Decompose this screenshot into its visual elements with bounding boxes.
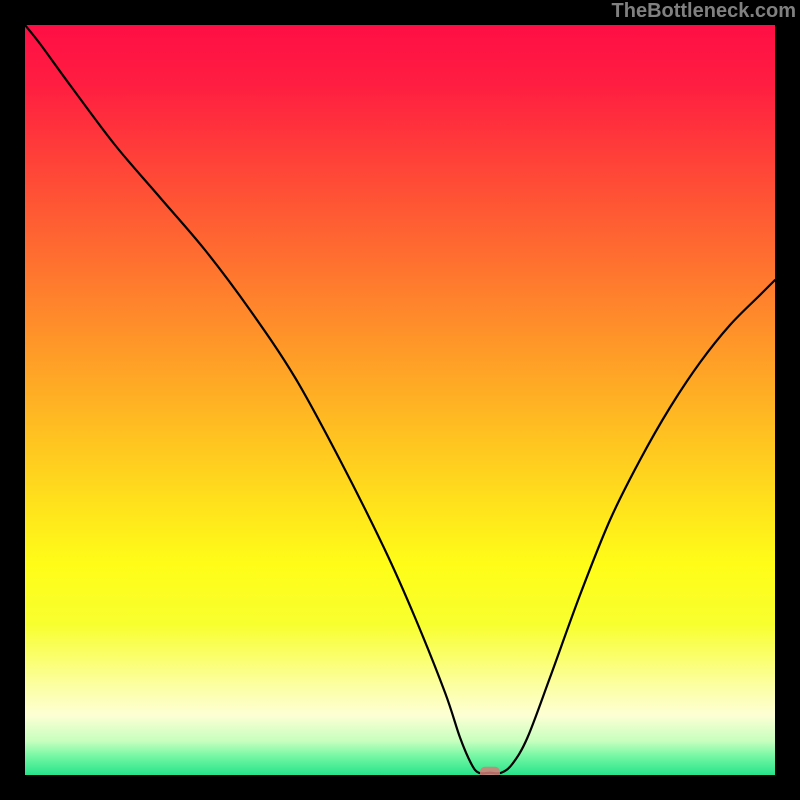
gradient-background — [25, 25, 775, 775]
chart-frame: TheBottleneck.com — [0, 0, 800, 800]
watermark-text: TheBottleneck.com — [612, 0, 800, 23]
plot-area — [25, 25, 775, 775]
chart-svg — [25, 25, 775, 775]
optimum-marker — [480, 767, 500, 775]
